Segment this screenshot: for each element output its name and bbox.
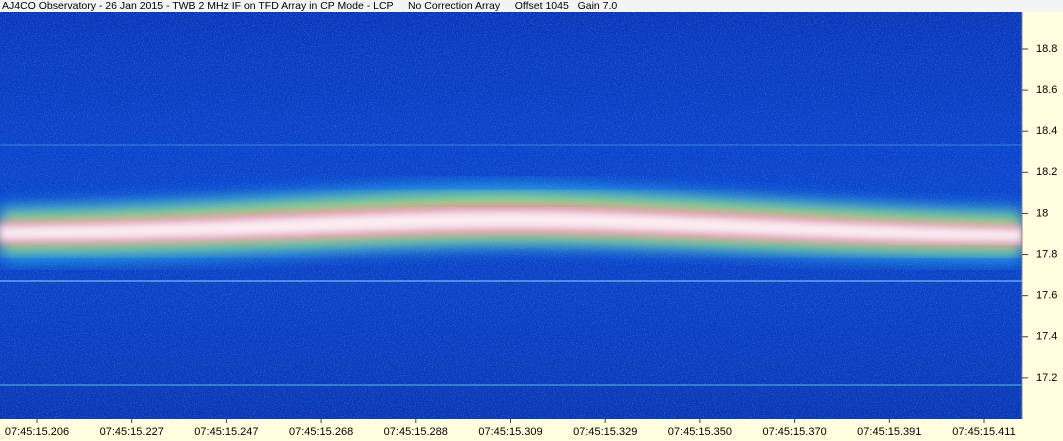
x-axis-panel xyxy=(0,419,1063,441)
y-tick-label: 18.2 xyxy=(1036,166,1057,178)
x-tick-label: 07:45:15.391 xyxy=(857,426,921,438)
y-tick-label: 18.6 xyxy=(1036,84,1057,96)
chart-title: AJ4CO Observatory - 26 Jan 2015 - TWB 2 … xyxy=(2,0,617,12)
spectrogram xyxy=(0,12,1022,419)
x-tick-label: 07:45:15.288 xyxy=(384,426,448,438)
x-tick-label: 07:45:15.370 xyxy=(762,426,826,438)
y-tick-label: 18.8 xyxy=(1036,43,1057,55)
title-bar xyxy=(0,0,1063,12)
x-tick-label: 07:45:15.247 xyxy=(194,426,258,438)
x-tick-label: 07:45:15.309 xyxy=(478,426,542,438)
x-tick-label: 07:45:15.411 xyxy=(952,426,1015,438)
y-tick-label: 17.2 xyxy=(1036,372,1057,384)
x-tick-label: 07:45:15.350 xyxy=(668,426,732,438)
y-tick-label: 17.4 xyxy=(1036,331,1057,343)
y-tick-label: 17.6 xyxy=(1036,290,1057,302)
y-axis-panel xyxy=(1022,12,1063,441)
x-tick-label: 07:45:15.206 xyxy=(5,426,69,438)
x-tick-label: 07:45:15.268 xyxy=(289,426,353,438)
y-tick-label: 18 xyxy=(1036,207,1048,219)
x-tick-label: 07:45:15.227 xyxy=(100,426,164,438)
y-tick-label: 18.4 xyxy=(1036,125,1057,137)
y-tick-label: 17.8 xyxy=(1036,248,1057,260)
x-tick-label: 07:45:15.329 xyxy=(573,426,637,438)
